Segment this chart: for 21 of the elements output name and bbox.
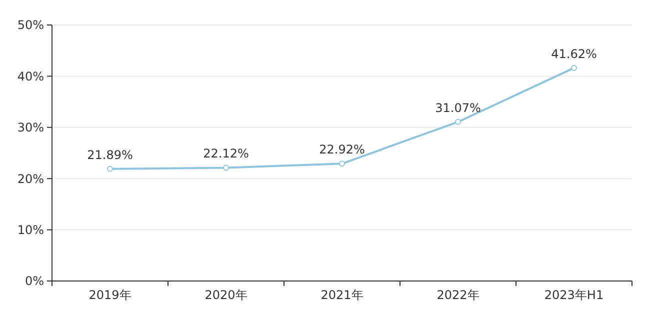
data-label: 41.62% xyxy=(551,46,597,61)
data-label: 31.07% xyxy=(435,100,481,115)
y-tick-label: 50% xyxy=(17,18,44,32)
data-label: 22.12% xyxy=(203,146,249,161)
data-label: 22.92% xyxy=(319,142,365,157)
y-tick-label: 30% xyxy=(17,120,44,135)
point xyxy=(571,64,577,71)
x-tick-label: 2022年 xyxy=(436,288,480,302)
x-tick-label: 2021年 xyxy=(320,288,364,302)
x-tick-label: 2020年 xyxy=(204,288,248,302)
point xyxy=(223,164,229,171)
x-tick-label: 2019年 xyxy=(88,288,132,302)
y-tick-label: 10% xyxy=(17,223,44,237)
y-tick-label: 20% xyxy=(17,172,44,186)
x-tick-label: 2023年H1 xyxy=(544,288,604,302)
point xyxy=(339,160,345,167)
point xyxy=(455,118,461,125)
point xyxy=(107,166,113,172)
data-label: 21.89% xyxy=(87,148,133,162)
y-tick-label: 40% xyxy=(17,69,44,84)
y-tick-label: 0% xyxy=(24,274,44,288)
